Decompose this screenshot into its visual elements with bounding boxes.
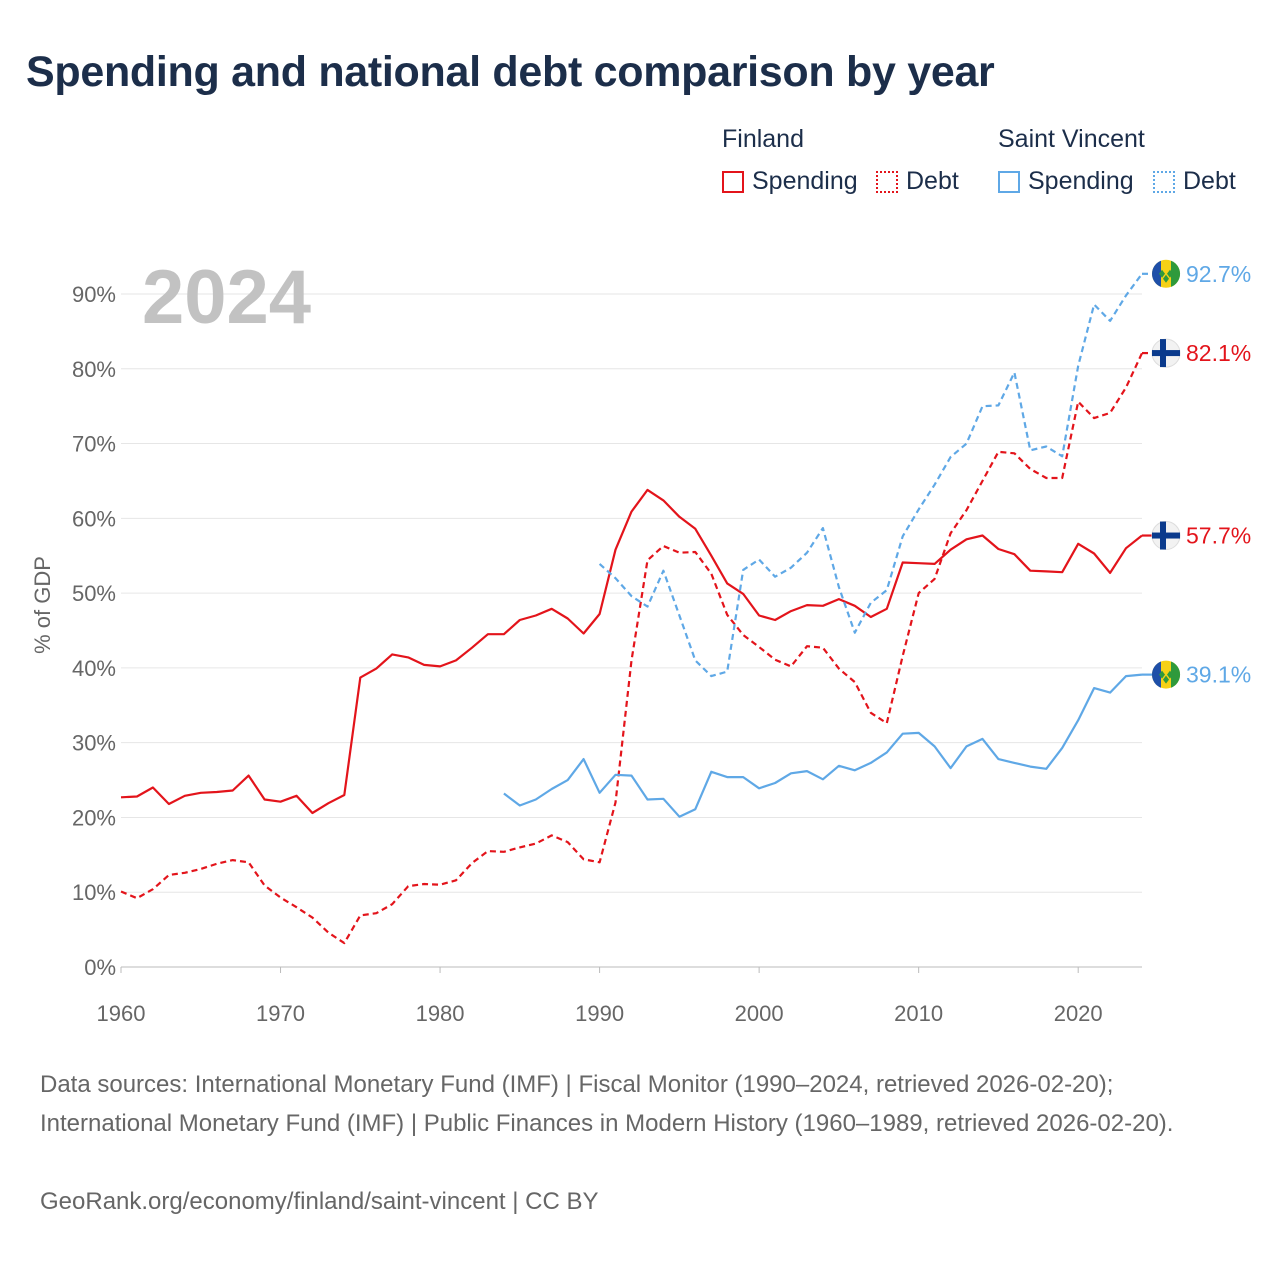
x-tick-label: 1990 (575, 1001, 624, 1026)
legend-swatch-finland-spending (722, 170, 744, 193)
x-tick-label: 1960 (97, 1001, 146, 1026)
data-sources: Data sources: International Monetary Fun… (40, 1071, 1174, 1137)
x-tick-label: 2020 (1054, 1001, 1103, 1026)
legend-finland-spending[interactable]: Spending (722, 167, 858, 196)
saint-vincent-flag-icon (1152, 259, 1181, 288)
finland-flag-icon (1151, 521, 1181, 551)
x-tick-label: 1970 (256, 1001, 305, 1026)
x-tick-label: 2000 (735, 1001, 784, 1026)
saint-vincent-flag-icon (1152, 660, 1181, 689)
end-value-label: 92.7% (1186, 261, 1251, 287)
legend-label: Spending (752, 167, 858, 195)
y-tick-label: 30% (72, 731, 116, 756)
y-axis-label: % of GDP (30, 556, 55, 654)
legend-label: Debt (906, 167, 959, 195)
y-tick-label: 10% (72, 880, 116, 905)
finland-flag-icon (1151, 338, 1181, 368)
y-tick-label: 0% (84, 955, 116, 980)
series-line-saint-vincent-spending[interactable] (503, 673, 1143, 818)
series-line-finland-debt[interactable] (120, 352, 1143, 945)
y-tick-label: 80% (72, 357, 116, 382)
end-markers: 57.7% 82.1% 39.1% 92.7% (1142, 259, 1251, 689)
legend-finland-debt[interactable]: Debt (876, 167, 959, 196)
legend-label: Debt (1183, 167, 1236, 195)
y-tick-label: 60% (72, 506, 116, 531)
legend-label: Spending (1028, 167, 1134, 195)
y-tick-label: 40% (72, 656, 116, 681)
legend-swatch-saint-vincent-spending (998, 170, 1020, 193)
legend-saint-vincent-debt[interactable]: Debt (1153, 167, 1236, 196)
series-line-finland-spending[interactable] (120, 488, 1143, 815)
y-axis: 0% 10% 20% 30% 40% 50% 60% 70% 80% 90% (72, 282, 116, 980)
legend-group-finland: Finland (722, 125, 804, 153)
end-value-label: 57.7% (1186, 523, 1251, 549)
series-lines (120, 273, 1143, 945)
chart-title: Spending and national debt comparison by… (26, 48, 995, 96)
y-tick-label: 50% (72, 581, 116, 606)
end-value-label: 82.1% (1186, 340, 1251, 366)
y-tick-label: 90% (72, 282, 116, 307)
series-line-saint-vincent-debt[interactable] (598, 273, 1143, 678)
year-label: 2024 (142, 255, 311, 340)
legend-swatch-saint-vincent-debt (1153, 170, 1175, 193)
x-axis: 1960 1970 1980 1990 2000 2010 2020 (97, 967, 1103, 1026)
credit-link[interactable]: GeoRank.org/economy/finland/saint-vincen… (40, 1188, 599, 1215)
legend-saint-vincent-spending[interactable]: Spending (998, 167, 1134, 196)
legend-swatch-finland-debt (876, 170, 898, 193)
line-chart: 2024 % of GDP 0% 10% 20% 30% 40% 50% 60% 70% 80%… (30, 255, 1251, 1026)
gridlines (121, 293, 1142, 968)
y-tick-label: 20% (72, 805, 116, 830)
y-tick-label: 70% (72, 432, 116, 457)
x-tick-label: 2010 (894, 1001, 943, 1026)
end-value-label: 39.1% (1186, 662, 1251, 688)
legend-group-saint-vincent: Saint Vincent (998, 125, 1145, 153)
x-tick-label: 1980 (416, 1001, 465, 1026)
